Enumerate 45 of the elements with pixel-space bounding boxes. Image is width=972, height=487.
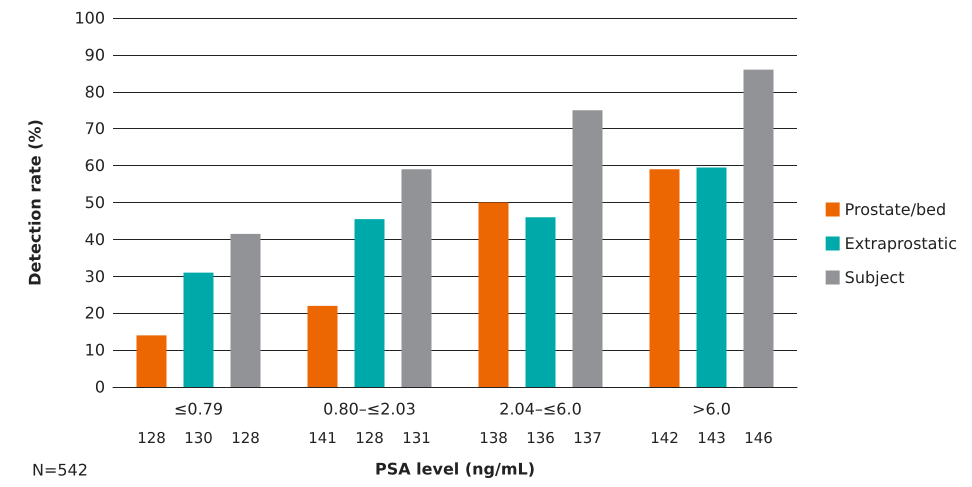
y-tick-label: 20 [84, 304, 105, 323]
bar [696, 167, 726, 387]
text: 128 [231, 429, 260, 447]
text: 146 [744, 429, 773, 447]
bar [184, 272, 214, 387]
bar [572, 110, 602, 387]
legend-label: Extraprostatic [844, 234, 958, 253]
legend-label: Prostate/bed [844, 200, 946, 219]
bar [650, 169, 680, 387]
x-axis-title: PSA level (ng/mL) [374, 460, 536, 478]
bar [354, 219, 384, 387]
text: 131 [402, 429, 431, 447]
x-tick-label: 2.04–≤6.0 [499, 400, 582, 418]
text: N=542 [32, 460, 88, 480]
text: 136 [526, 429, 555, 447]
text: 137 [573, 429, 602, 447]
bar [136, 335, 166, 387]
text: 130 [184, 429, 213, 447]
x-tick-label: >6.0 [692, 400, 731, 418]
bar [744, 70, 774, 387]
y-axis-title: Detection rate (%) [26, 119, 44, 286]
bar [526, 217, 556, 387]
text: 128 [355, 429, 384, 447]
bar [402, 169, 432, 387]
y-tick-label: 100 [74, 8, 105, 28]
y-tick-label: 70 [84, 119, 105, 138]
y-tick-label: 80 [84, 82, 105, 102]
y-tick-label: 30 [84, 266, 105, 286]
y-tick-label: 60 [84, 156, 105, 176]
x-tick-label: 0.80–≤2.03 [323, 400, 416, 418]
bar [230, 234, 260, 387]
text: 143 [697, 429, 726, 447]
y-tick-label: 90 [84, 45, 105, 64]
text: 142 [650, 429, 679, 447]
legend-label: Subject [844, 268, 904, 287]
text: 141 [308, 429, 337, 447]
text: 138 [479, 429, 508, 447]
y-tick-label: 0 [94, 378, 105, 396]
y-tick-label: 40 [84, 230, 105, 249]
y-tick-label: 10 [84, 340, 105, 360]
y-tick-label: 50 [84, 193, 105, 212]
bar [478, 202, 508, 387]
x-tick-label: ≤0.79 [174, 400, 224, 418]
bar [308, 306, 338, 387]
text: 128 [137, 429, 166, 447]
